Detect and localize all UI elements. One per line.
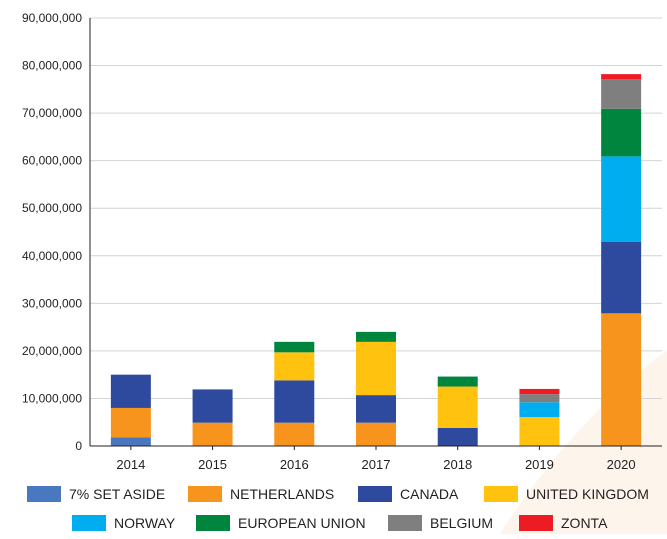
- legend-item-european-union: EUROPEAN UNION: [196, 515, 366, 531]
- bar-segment-united-kingdom-2018: [437, 386, 478, 428]
- bar-segment-canada-2020: [601, 241, 642, 314]
- y-tick-label: 70,000,000: [22, 106, 82, 120]
- y-tick-label: 90,000,000: [22, 11, 82, 25]
- y-tick-label: 50,000,000: [22, 201, 82, 215]
- legend-item-belgium: BELGIUM: [388, 515, 493, 531]
- legend-label: 7% SET ASIDE: [69, 486, 165, 502]
- bar-segment-belgium-2019: [519, 394, 560, 403]
- x-tick-label: 2015: [198, 457, 227, 472]
- gridlines: [90, 17, 662, 399]
- legend-item-7-set-aside: 7% SET ASIDE: [27, 486, 165, 502]
- legend-item-norway: NORWAY: [72, 515, 176, 531]
- bars: [110, 74, 642, 446]
- y-tick-label: 20,000,000: [22, 344, 82, 358]
- legend-swatch: [72, 515, 106, 531]
- bar-segment-netherlands-2016: [274, 422, 315, 446]
- legend-label: ZONTA: [561, 515, 608, 531]
- legend-item-canada: CANADA: [358, 486, 459, 502]
- x-tick-label: 2019: [525, 457, 554, 472]
- bar-segment-netherlands-2015: [192, 422, 233, 446]
- legend-swatch: [519, 515, 553, 531]
- bar-segment-united-kingdom-2019: [519, 416, 560, 446]
- bar-segment-netherlands-2020: [601, 313, 642, 446]
- bar-segment-canada-2016: [274, 380, 315, 423]
- legend-swatch: [27, 486, 61, 502]
- bar-segment-norway-2019: [519, 402, 560, 417]
- bar-segment-european-union-2018: [437, 376, 478, 387]
- legend-swatch: [484, 486, 518, 502]
- legend-label: UNITED KINGDOM: [526, 486, 649, 502]
- x-tick-label: 2016: [280, 457, 309, 472]
- y-tick-label: 0: [75, 439, 82, 453]
- bar-segment-netherlands-2014: [110, 407, 151, 438]
- bar-segment-7-set-aside-2014: [110, 437, 151, 446]
- legend: 7% SET ASIDE NETHERLANDS CANADA UNITED KING…: [27, 486, 649, 531]
- bar-segment-netherlands-2017: [356, 422, 396, 446]
- bar-segment-zonta-2019: [519, 388, 560, 395]
- bar-segment-canada-2017: [356, 395, 396, 423]
- bar-segment-canada-2014: [110, 374, 151, 408]
- legend-label: CANADA: [400, 486, 459, 502]
- y-tick-label: 80,000,000: [22, 59, 82, 73]
- y-tick-label: 10,000,000: [22, 391, 82, 405]
- axes: 0 10,000,000 20,000,000 30,000,000 40,000,00…: [22, 11, 662, 472]
- bar-segment-united-kingdom-2017: [356, 341, 396, 396]
- legend-swatch: [196, 515, 230, 531]
- legend-label: BELGIUM: [430, 515, 493, 531]
- y-tick-label: 60,000,000: [22, 154, 82, 168]
- y-tick-label: 40,000,000: [22, 249, 82, 263]
- legend-item-zonta: ZONTA: [519, 515, 608, 531]
- bar-segment-zonta-2020: [601, 74, 642, 80]
- y-tick-label: 30,000,000: [22, 296, 82, 310]
- legend-swatch: [188, 486, 222, 502]
- bar-segment-united-kingdom-2016: [274, 352, 315, 381]
- bar-segment-belgium-2020: [601, 79, 642, 109]
- legend-swatch: [358, 486, 392, 502]
- legend-label: EUROPEAN UNION: [238, 515, 366, 531]
- x-tick-label: 2014: [116, 457, 145, 472]
- legend-swatch: [388, 515, 422, 531]
- legend-label: NORWAY: [114, 515, 176, 531]
- bar-segment-norway-2020: [601, 156, 642, 242]
- x-tick-label: 2020: [607, 457, 636, 472]
- bar-segment-canada-2015: [192, 389, 233, 423]
- legend-item-united-kingdom: UNITED KINGDOM: [484, 486, 649, 502]
- x-tick-label: 2018: [443, 457, 472, 472]
- bar-segment-european-union-2020: [601, 108, 642, 157]
- bar-segment-european-union-2017: [356, 331, 396, 342]
- x-tick-label: 2017: [362, 457, 391, 472]
- legend-label: NETHERLANDS: [230, 486, 334, 502]
- legend-item-netherlands: NETHERLANDS: [188, 486, 334, 502]
- bar-segment-canada-2018: [437, 427, 478, 446]
- bar-segment-european-union-2016: [274, 341, 315, 353]
